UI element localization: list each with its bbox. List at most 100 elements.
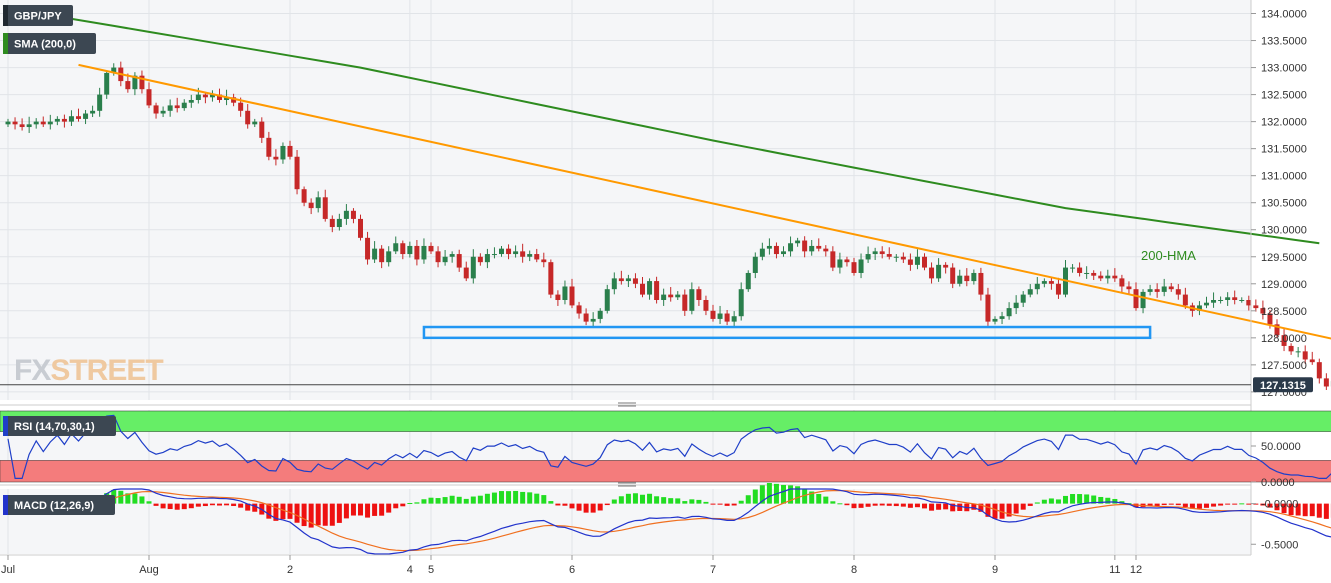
macd-hist-bar-149 bbox=[1055, 499, 1061, 504]
macd-hist-bar-175 bbox=[1239, 503, 1245, 505]
macd-hist-bar-17 bbox=[125, 493, 131, 504]
macd-hist-bar-33 bbox=[238, 503, 244, 508]
candle-134 bbox=[950, 263, 956, 289]
candle-35 bbox=[252, 118, 258, 128]
price-tick-label-1: 133.5000 bbox=[1261, 36, 1307, 48]
candle-113 bbox=[802, 236, 808, 258]
macd-hist-bar-65 bbox=[463, 498, 469, 504]
macd-hist-bar-44 bbox=[315, 503, 321, 526]
symbol-header: GBP/JPY bbox=[3, 5, 73, 26]
candle-64 bbox=[456, 249, 462, 272]
candle-116 bbox=[823, 245, 829, 257]
candle-174 bbox=[1232, 290, 1238, 305]
macd-hist-bar-45 bbox=[322, 503, 328, 526]
rsi-oversold-zone bbox=[0, 460, 1331, 483]
candle-173 bbox=[1225, 292, 1231, 306]
candle-108 bbox=[766, 238, 772, 255]
macd-hist-bar-116 bbox=[823, 496, 829, 504]
candle-76 bbox=[541, 252, 547, 268]
candle-153 bbox=[1084, 266, 1090, 279]
overlays bbox=[7, 7, 1331, 340]
macd-hist-bar-41 bbox=[294, 503, 300, 523]
macd-hist-bar-90 bbox=[640, 494, 645, 504]
macd-hist-bar-80 bbox=[569, 503, 575, 509]
macd-hist-bar-81 bbox=[576, 503, 582, 511]
macd-hist-bar-164 bbox=[1161, 503, 1167, 506]
macd-hist-bar-91 bbox=[647, 493, 653, 504]
candle-47 bbox=[336, 213, 342, 231]
price-tick-label-6: 131.0000 bbox=[1261, 171, 1307, 183]
candle-164 bbox=[1161, 278, 1167, 297]
price-tick-label-2: 133.0000 bbox=[1261, 63, 1307, 75]
macd-hist-bar-82 bbox=[583, 503, 589, 513]
macd-hist-bar-96 bbox=[682, 501, 688, 504]
macd-hist-bar-43 bbox=[308, 503, 314, 528]
candle-170 bbox=[1204, 296, 1209, 309]
candle-169 bbox=[1196, 301, 1202, 316]
macd-hist-bar-165 bbox=[1168, 503, 1174, 505]
candle-122 bbox=[865, 246, 871, 263]
rsi-divider[interactable] bbox=[0, 402, 1251, 407]
candle-171 bbox=[1211, 292, 1217, 308]
candle-71 bbox=[506, 244, 512, 260]
candle-136 bbox=[964, 268, 970, 287]
candle-141 bbox=[999, 311, 1005, 325]
candle-178 bbox=[1260, 300, 1266, 320]
candle-23 bbox=[167, 99, 173, 117]
symbol-label: GBP/JPY bbox=[14, 11, 62, 23]
macd-divider[interactable] bbox=[0, 482, 1251, 487]
candle-142 bbox=[1006, 302, 1012, 320]
macd-hist-bar-40 bbox=[287, 503, 293, 519]
macd-hist-bar-21 bbox=[153, 503, 159, 506]
candle-69 bbox=[491, 247, 497, 259]
candle-157 bbox=[1112, 268, 1118, 282]
macd-hist-bar-102 bbox=[724, 503, 730, 506]
macd-hist-bar-31 bbox=[224, 503, 230, 506]
price-tick-label-0: 134.0000 bbox=[1261, 9, 1307, 21]
candle-181 bbox=[1281, 328, 1287, 352]
candle-44 bbox=[315, 191, 321, 213]
support-zone-rectangle bbox=[422, 325, 1152, 340]
macd-hist-bar-63 bbox=[449, 495, 455, 504]
candle-185 bbox=[1309, 351, 1315, 365]
macd-hist-bar-178 bbox=[1260, 503, 1266, 506]
sma-label: SMA (200,0) bbox=[14, 39, 76, 51]
candle-97 bbox=[689, 282, 695, 315]
candle-186 bbox=[1316, 358, 1322, 384]
candle-20 bbox=[146, 82, 152, 109]
x-tick-label-1: Aug bbox=[139, 564, 159, 576]
price-series bbox=[5, 61, 1331, 390]
macd-hist-bar-48 bbox=[343, 503, 349, 519]
macd-hist-bar-29 bbox=[209, 503, 215, 506]
macd-hist-bar-26 bbox=[188, 503, 194, 509]
candle-32 bbox=[231, 93, 237, 107]
macd-hist-bar-132 bbox=[936, 503, 942, 510]
macd-hist-bar-30 bbox=[217, 503, 222, 506]
macd-hist-bar-174 bbox=[1232, 503, 1238, 505]
x-tick-label-10: 12 bbox=[1130, 564, 1142, 576]
candle-155 bbox=[1098, 271, 1104, 282]
candle-175 bbox=[1239, 297, 1245, 303]
macd-hist-bar-162 bbox=[1147, 503, 1153, 507]
rsi-overbought-zone bbox=[0, 410, 1331, 432]
rsi-label: RSI (14,70,30,1) bbox=[14, 421, 95, 433]
macd-hist-bar-24 bbox=[174, 503, 180, 510]
candle-91 bbox=[647, 278, 653, 300]
macd-hist-bar-68 bbox=[484, 493, 490, 504]
macd-hist-bar-163 bbox=[1154, 503, 1160, 507]
macd-hist-bar-19 bbox=[139, 496, 145, 504]
macd-hist-bar-144 bbox=[1020, 503, 1026, 510]
watermark-part-fx: FX bbox=[14, 354, 51, 387]
macd-hist-bar-20 bbox=[146, 501, 152, 504]
candle-12 bbox=[90, 105, 96, 118]
candle-75 bbox=[534, 248, 540, 263]
candle-109 bbox=[773, 242, 779, 259]
candle-67 bbox=[477, 253, 483, 266]
candle-184 bbox=[1302, 345, 1308, 364]
macd-hist-bar-98 bbox=[696, 499, 702, 504]
macd-hist-bar-147 bbox=[1041, 499, 1047, 504]
price-tick-label-7: 130.5000 bbox=[1261, 198, 1307, 210]
macd-hist-bar-173 bbox=[1225, 503, 1231, 505]
candle-79 bbox=[562, 280, 568, 305]
candle-43 bbox=[308, 198, 314, 215]
